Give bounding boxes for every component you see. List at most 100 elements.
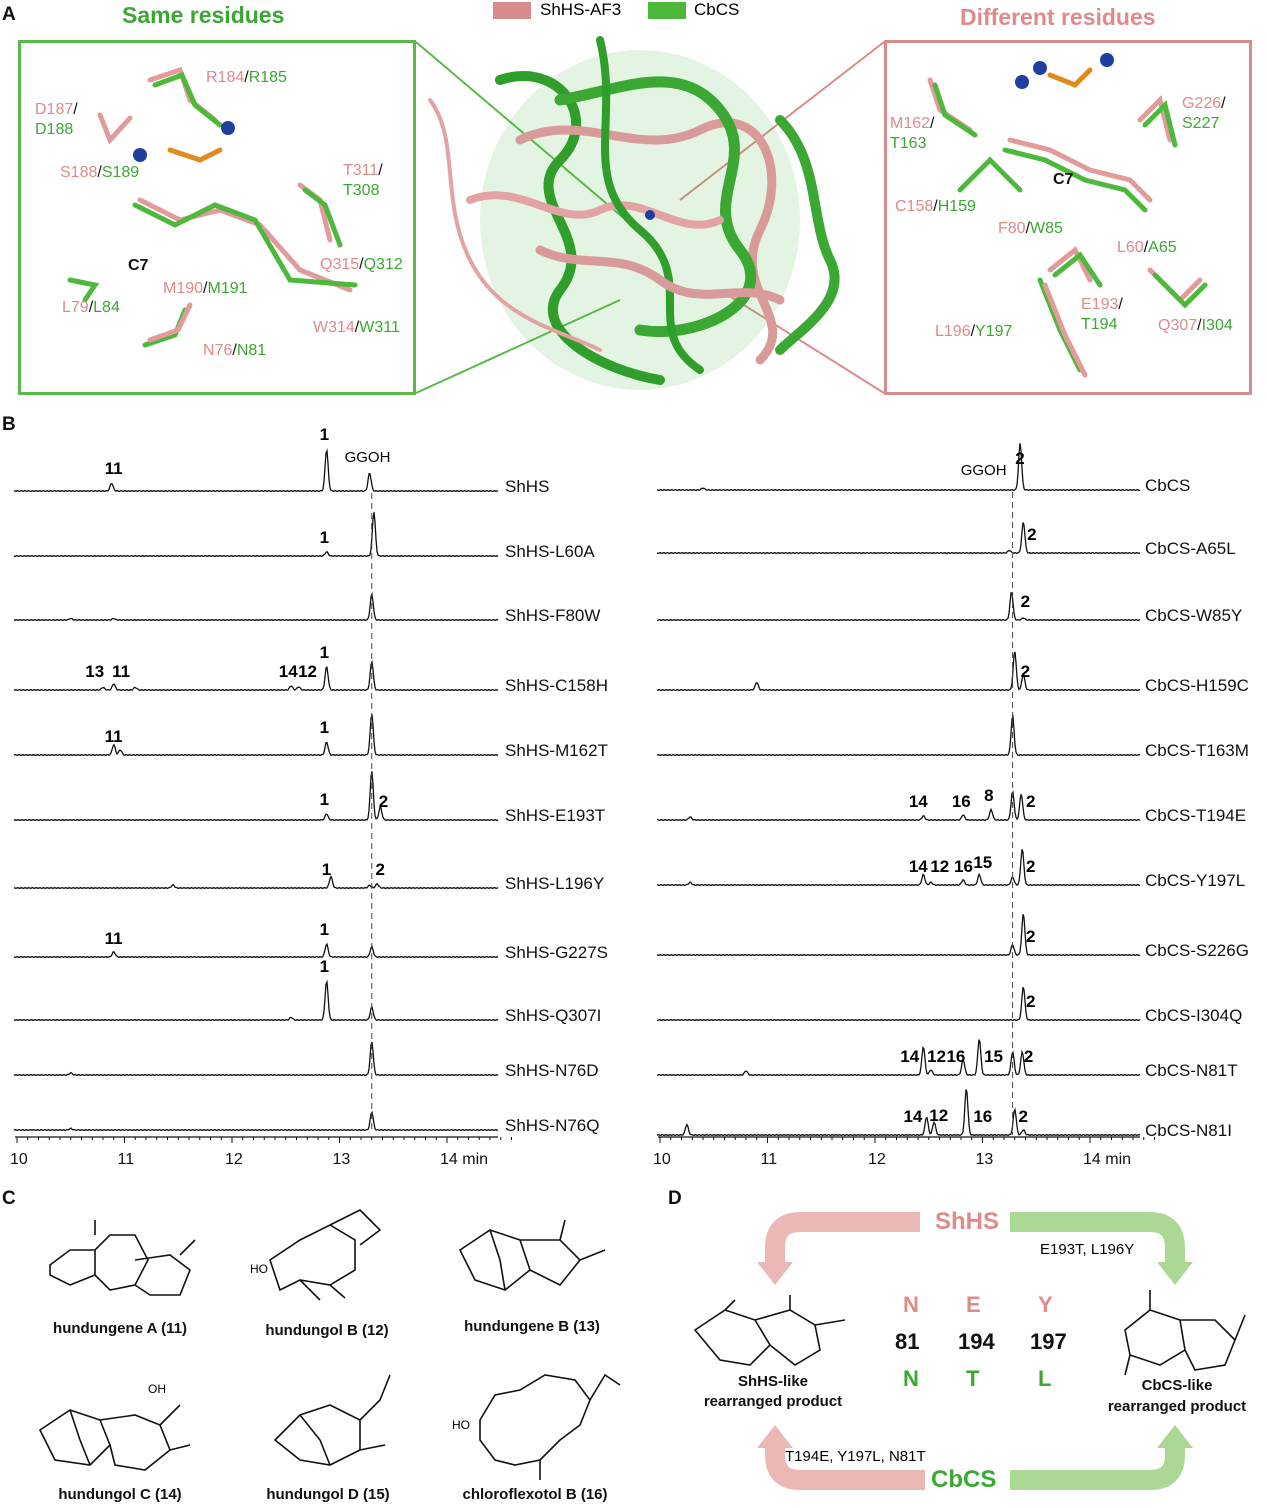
cbcs-residues-cell: T	[966, 1366, 980, 1391]
x-tick-label: 14 min	[440, 1151, 489, 1168]
separator: /	[244, 69, 249, 86]
shhs-residue: L79	[62, 299, 89, 316]
trace-CbCS-N81I	[656, 1089, 1141, 1137]
peak-label: 16	[946, 1046, 966, 1066]
trace-label: CbCS-S226G	[1145, 941, 1249, 960]
cbcs-residue: T308	[343, 182, 380, 199]
arrow-cbcs-right	[1010, 1448, 1185, 1490]
peak-label: 12	[298, 661, 318, 681]
trace-CbCS-N81T	[656, 1039, 1141, 1077]
trace-label: CbCS-H159C	[1145, 676, 1249, 695]
trace-label: ShHS-C158H	[505, 676, 608, 695]
peak-label: 11	[104, 928, 123, 948]
shhs-residue: W314	[313, 319, 355, 336]
trace-ShHS-Q307I	[13, 979, 499, 1022]
peak-label: 15	[984, 1046, 1004, 1066]
carbon-label: C7	[128, 257, 149, 274]
peak-label: 2	[375, 859, 385, 879]
separator: /	[359, 256, 364, 273]
cbcs-like-product	[1124, 1290, 1246, 1376]
cbcs-residue: N81	[236, 342, 267, 359]
shhs-residue: L196	[935, 323, 971, 340]
cbcs-residue: S189	[101, 164, 140, 181]
trace-label: ShHS-F80W	[505, 606, 601, 625]
separator: /	[1118, 296, 1123, 313]
shhs-residue: C158	[895, 198, 934, 215]
peak-label: 2	[1015, 449, 1025, 469]
carbon-label: C7	[1053, 171, 1074, 188]
separator: /	[88, 299, 94, 316]
cbcs-residue: T163	[890, 135, 927, 152]
separator: /	[1221, 95, 1226, 112]
trace-label: ShHS-N76D	[505, 1061, 599, 1080]
trace-label: ShHS-L60A	[505, 542, 595, 561]
cbcs-residues-cell: N	[903, 1366, 919, 1391]
residue-label: S188/S189	[60, 163, 139, 183]
residue-label: T311/ T308	[343, 161, 383, 201]
peak-label: 2	[1027, 524, 1037, 544]
atom-label-oh: OH	[148, 1382, 166, 1396]
trace-label: CbCS-I304Q	[1145, 1006, 1243, 1025]
cbcs-residue: Y197	[975, 323, 1013, 340]
residue-label: C158/H159	[895, 197, 976, 217]
positions-cell: 197	[1030, 1329, 1067, 1354]
compound-name: hundungene B (13)	[464, 1318, 600, 1335]
arrow-shhs-left	[765, 1212, 920, 1262]
residue-label: W314/W311	[313, 318, 400, 338]
peak-label: 12	[930, 856, 950, 876]
compound-name: hundungol C (14)	[58, 1486, 182, 1503]
right-product-line1: CbCS-like	[1141, 1377, 1213, 1394]
trace-ShHS-L196Y	[13, 875, 499, 890]
panel-letter-c: C	[2, 1188, 16, 1209]
shhs-residue: L60	[1117, 239, 1144, 256]
cbcs-residue: M191	[207, 280, 248, 297]
cbcs-label: CbCS	[931, 1466, 997, 1493]
peak-label: 11	[104, 726, 123, 746]
structure-14	[38, 1404, 191, 1471]
peak-label: 15	[973, 852, 993, 872]
structure-11	[49, 1220, 196, 1296]
trace-ShHS-G227S	[13, 942, 499, 959]
trace-label: ShHS-L196Y	[505, 874, 605, 893]
peak-label: 1	[319, 425, 330, 445]
structure-13	[458, 1219, 606, 1291]
cbcs-residue: Q312	[363, 256, 403, 273]
separator: /	[232, 342, 237, 359]
cbcs-residues-cell: L	[1038, 1366, 1052, 1391]
peak-label: 11	[104, 459, 123, 479]
trace-CbCS	[656, 443, 1141, 492]
residue-label: G226/S227	[1182, 94, 1226, 134]
panel-letter-a: A	[2, 4, 16, 25]
trace-label: CbCS-N81T	[1145, 1061, 1238, 1080]
same-residues-title: Same residues	[122, 2, 285, 28]
separator: /	[970, 323, 976, 340]
separator: /	[1197, 317, 1202, 334]
x-tick-label: 10	[10, 1151, 28, 1168]
cbcs-residue: W85	[1030, 220, 1063, 237]
trace-label: CbCS-Y197L	[1145, 871, 1246, 890]
peak-label: GGOH	[960, 461, 1007, 479]
compound-name: hundungol D (15)	[266, 1486, 390, 1503]
x-tick-label: 12	[225, 1151, 243, 1168]
arrow-cbcs-left	[765, 1448, 925, 1490]
x-tick-label: 14 min	[1083, 1151, 1132, 1168]
trace-label: CbCS-N81I	[1145, 1121, 1232, 1140]
legend-swatch-shhs	[493, 2, 531, 19]
peak-label: 13	[85, 661, 105, 681]
trace-label: ShHS-Q307I	[505, 1006, 602, 1025]
compound-name: hundungene A (11)	[53, 1320, 187, 1337]
trace-label: CbCS-T194E	[1145, 806, 1247, 825]
peak-label: 1	[319, 642, 330, 662]
x-tick-label: 13	[332, 1151, 351, 1168]
atom-label-ho-16: HO	[452, 1418, 470, 1432]
shhs-residue: Q307	[1158, 317, 1198, 334]
residue-label: L79/L84	[62, 298, 120, 318]
trace-CbCS-A65L	[656, 522, 1141, 555]
residue-label: M162/T163	[890, 114, 934, 154]
residue-label: R184/R185	[206, 68, 287, 88]
shhs-residues-cell: Y	[1038, 1292, 1053, 1317]
positions-cell: 81	[895, 1329, 920, 1354]
